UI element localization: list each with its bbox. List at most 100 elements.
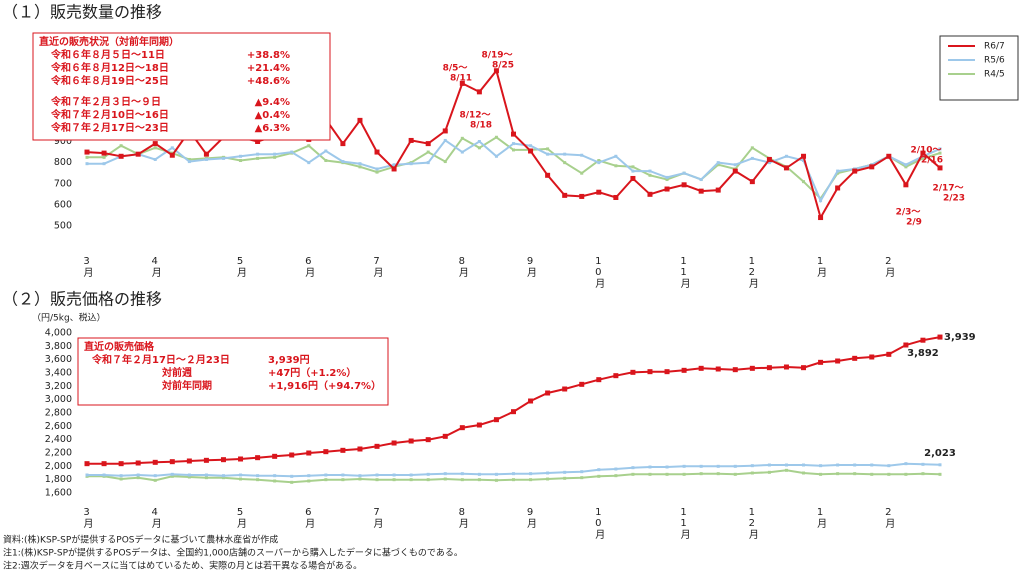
- point-marker: [391, 440, 397, 446]
- point-marker: [938, 472, 942, 476]
- note-label: 令和６年８月19日～25日: [50, 74, 169, 87]
- point-marker: [630, 369, 636, 375]
- point-marker: [801, 153, 807, 159]
- point-marker: [802, 471, 806, 475]
- point-marker: [732, 168, 738, 174]
- point-marker: [921, 154, 925, 158]
- point-marker: [324, 149, 328, 153]
- point-marker: [84, 149, 90, 155]
- y-tick-label: 3,800: [45, 341, 72, 352]
- note-value: ▲6.3%: [255, 123, 290, 134]
- point-marker: [512, 478, 515, 482]
- point-marker: [426, 472, 430, 476]
- annotation: 8/12～: [459, 111, 490, 121]
- point-marker: [494, 154, 498, 158]
- point-marker: [869, 164, 875, 170]
- point-marker: [937, 165, 943, 171]
- point-marker: [767, 161, 771, 165]
- point-marker: [169, 152, 175, 158]
- point-marker: [597, 161, 601, 165]
- point-marker: [716, 163, 720, 167]
- point-marker: [341, 478, 345, 482]
- point-marker: [563, 161, 567, 165]
- point-marker: [102, 162, 106, 166]
- y-tick-label: 800: [54, 157, 72, 168]
- point-marker: [546, 152, 550, 156]
- note-value: +21.4%: [247, 63, 290, 74]
- annotation: 8/19～: [481, 51, 512, 61]
- point-marker: [920, 337, 926, 343]
- y-tick-label: 2,800: [45, 408, 72, 419]
- point-marker: [887, 464, 891, 468]
- point-marker: [512, 148, 515, 152]
- point-marker: [665, 178, 669, 182]
- point-marker: [852, 168, 858, 174]
- y-tick-label: 2,000: [45, 461, 72, 472]
- point-marker: [358, 165, 362, 169]
- point-marker: [732, 367, 738, 373]
- note-label: 令和７年２月10日～16日: [50, 108, 169, 121]
- point-marker: [733, 472, 737, 476]
- point-marker: [290, 474, 294, 478]
- point-marker: [818, 359, 824, 365]
- point-marker: [477, 472, 481, 476]
- point-marker: [358, 477, 362, 481]
- point-marker: [256, 156, 260, 160]
- data-label: 3,939: [944, 332, 976, 343]
- point-marker: [272, 453, 278, 459]
- y-tick-label: 600: [54, 199, 72, 210]
- note-value: +1,916円（+94.7%）: [268, 379, 381, 392]
- point-marker: [937, 334, 943, 340]
- annotation: 2/17～: [932, 184, 963, 194]
- point-marker: [921, 156, 925, 160]
- point-marker: [614, 164, 618, 168]
- point-marker: [392, 473, 396, 477]
- point-marker: [836, 169, 840, 173]
- point-marker: [699, 178, 703, 182]
- point-marker: [256, 478, 260, 482]
- point-marker: [579, 193, 585, 199]
- point-marker: [323, 449, 329, 455]
- point-marker: [681, 182, 687, 188]
- point-marker: [152, 459, 158, 465]
- point-marker: [716, 464, 720, 468]
- point-marker: [767, 463, 771, 467]
- point-marker: [152, 141, 158, 147]
- point-marker: [853, 463, 857, 467]
- point-marker: [665, 175, 669, 179]
- point-marker: [801, 365, 807, 371]
- point-marker: [409, 478, 413, 482]
- point-marker: [563, 152, 567, 156]
- x-tick-label: 8月: [456, 256, 468, 278]
- point-marker: [460, 478, 464, 482]
- point-marker: [563, 470, 567, 474]
- point-marker: [186, 458, 192, 464]
- point-marker: [580, 153, 584, 157]
- point-marker: [494, 135, 498, 139]
- y-tick-label: 3,000: [45, 394, 72, 405]
- y-tick-label: 4,000: [45, 328, 72, 339]
- point-marker: [221, 156, 225, 160]
- point-marker: [766, 365, 772, 371]
- point-marker: [870, 463, 874, 467]
- point-marker: [597, 474, 601, 478]
- point-marker: [529, 144, 533, 148]
- point-marker: [425, 437, 431, 443]
- point-marker: [938, 463, 942, 467]
- point-marker: [256, 474, 260, 478]
- y-tick-label: 2,600: [45, 421, 72, 432]
- note-value: ▲9.4%: [255, 97, 290, 108]
- point-marker: [665, 472, 669, 476]
- data-label: 2,023: [924, 448, 956, 459]
- point-marker: [290, 480, 294, 484]
- note-label: 対前週: [161, 366, 192, 379]
- point-marker: [476, 89, 482, 95]
- point-marker: [307, 474, 311, 478]
- point-marker: [85, 162, 89, 166]
- point-marker: [886, 351, 892, 357]
- point-marker: [750, 464, 754, 468]
- point-marker: [938, 147, 942, 151]
- y-tick-label: 700: [54, 178, 72, 189]
- note-title: 直近の販売状況（対前年同期）: [39, 35, 179, 48]
- x-tick-label: 2月: [883, 256, 895, 278]
